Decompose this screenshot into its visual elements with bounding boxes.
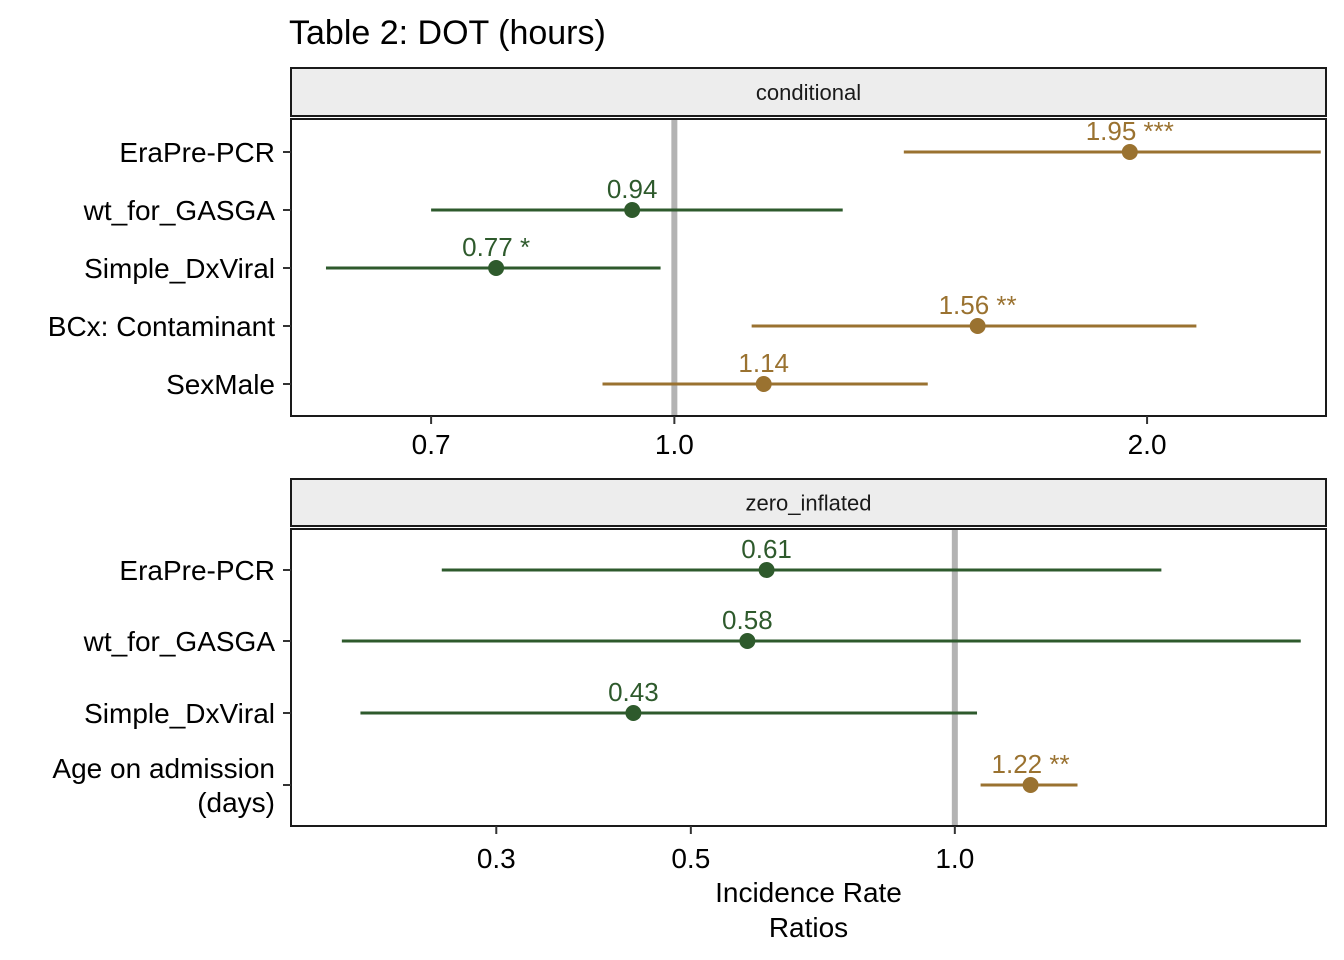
estimate-label: 1.95 *** bbox=[1086, 116, 1174, 146]
x-tick-label: 2.0 bbox=[1128, 429, 1167, 460]
panel-conditional: conditional 1.95 *** EraPre-PCR 0.94 wt_for_… bbox=[48, 67, 1327, 460]
estimate-label: 0.43 bbox=[608, 677, 659, 707]
chart-title: Table 2: DOT (hours) bbox=[289, 14, 606, 52]
plot-panel bbox=[290, 528, 1327, 827]
y-tick-label: Age on admission bbox=[52, 753, 275, 784]
estimate-point bbox=[758, 562, 775, 578]
y-tick-label: EraPre-PCR bbox=[119, 555, 275, 586]
estimate-point bbox=[739, 633, 756, 649]
x-axis-title: Ratios bbox=[769, 912, 848, 943]
y-tick-label: Simple_DxViral bbox=[84, 698, 275, 729]
x-tick-label: 1.0 bbox=[935, 843, 974, 874]
estimate-point bbox=[625, 705, 642, 721]
y-tick-label: wt_for_GASGA bbox=[83, 626, 276, 657]
y-tick-label: BCx: Contaminant bbox=[48, 311, 275, 342]
y-tick-label: (days) bbox=[197, 787, 275, 818]
x-tick-label: 1.0 bbox=[655, 429, 694, 460]
estimate-point bbox=[1121, 144, 1138, 160]
estimate-label: 0.61 bbox=[741, 534, 792, 564]
estimate-point bbox=[969, 318, 986, 334]
facet-strip bbox=[290, 478, 1327, 527]
panel-zero_inflated: zero_inflated 0.61 EraPre-PCR 0.58 wt_for_GA… bbox=[52, 478, 1327, 943]
estimate-label: 0.77 * bbox=[462, 232, 530, 262]
y-tick-label: wt_for_GASGA bbox=[83, 195, 276, 226]
estimate-point bbox=[1022, 777, 1039, 793]
y-tick-label: SexMale bbox=[166, 369, 275, 400]
estimate-label: 0.58 bbox=[722, 605, 773, 635]
y-tick-label: EraPre-PCR bbox=[119, 137, 275, 168]
y-tick-label: Simple_DxViral bbox=[84, 253, 275, 284]
estimate-label: 1.22 ** bbox=[992, 749, 1070, 779]
facet-strip-label: conditional bbox=[756, 80, 861, 105]
facet-strip-label: zero_inflated bbox=[746, 491, 872, 516]
panels: conditional 1.95 *** EraPre-PCR 0.94 wt_for_… bbox=[48, 67, 1327, 943]
estimate-label: 1.56 ** bbox=[939, 290, 1017, 320]
facet-strip bbox=[290, 67, 1327, 117]
x-tick-label: 0.5 bbox=[671, 843, 710, 874]
estimate-label: 1.14 bbox=[738, 348, 789, 378]
estimate-point bbox=[488, 260, 505, 276]
estimate-point bbox=[755, 376, 772, 392]
x-axis-title: Incidence Rate bbox=[715, 877, 902, 908]
x-tick-label: 0.3 bbox=[477, 843, 516, 874]
x-tick-label: 0.7 bbox=[412, 429, 451, 460]
estimate-point bbox=[624, 202, 641, 218]
estimate-label: 0.94 bbox=[607, 174, 658, 204]
